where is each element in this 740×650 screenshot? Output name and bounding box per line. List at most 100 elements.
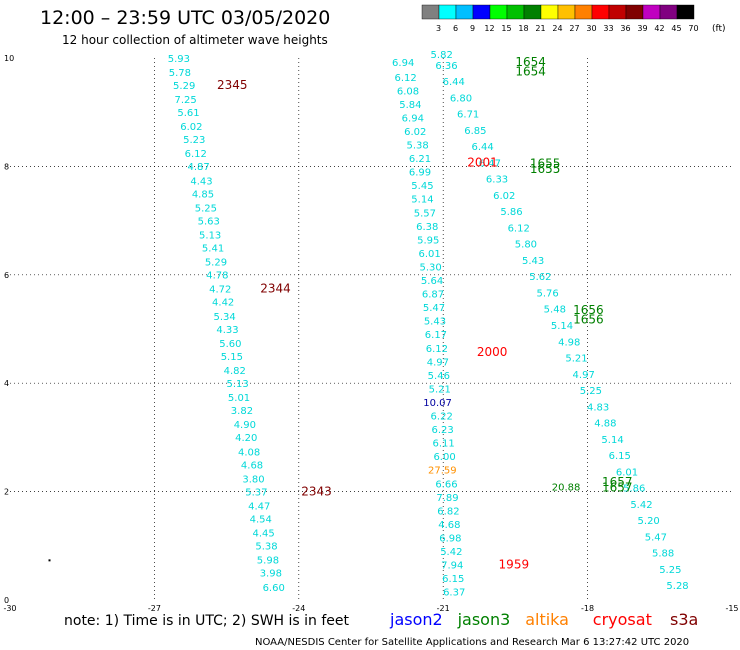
- data-point-s3a: 3.82: [231, 406, 253, 417]
- color-scale-swatch: [642, 4, 661, 20]
- time-label: 2001: [467, 155, 498, 169]
- data-point-s3a: 5.93: [168, 54, 190, 65]
- data-point-cryosat: 6.11: [432, 439, 454, 450]
- chart-title: 12:00 – 23:59 UTC 03/05/2020: [40, 7, 330, 29]
- data-point-s3a: 4.72: [209, 285, 231, 296]
- data-point-cryosat: 6.98: [439, 533, 461, 544]
- data-point-cryosat: 6.12: [394, 73, 416, 84]
- data-point-cryosat: 5.42: [440, 547, 462, 558]
- data-point-cryosat: 6.01: [419, 249, 441, 260]
- time-label: 1657: [602, 475, 633, 489]
- data-point-jason3: 5.82: [431, 50, 453, 61]
- color-scale-label: 18: [518, 24, 528, 33]
- data-point-cryosat: 5.84: [399, 100, 421, 111]
- data-point-jason3: 5.20: [638, 516, 660, 527]
- data-point-cryosat: 5.46: [428, 371, 450, 382]
- data-point-jason3: 6.44: [471, 142, 493, 153]
- color-scale-swatch: [676, 4, 695, 20]
- data-point-jason3: 6.36: [435, 61, 457, 72]
- color-scale-label: 15: [501, 24, 511, 33]
- data-point-cryosat: 6.87: [422, 290, 444, 301]
- mission-legend-item: jason3: [457, 610, 511, 629]
- footer-credit: NOAA/NESDIS Center for Satellite Applica…: [255, 637, 689, 648]
- data-point-s3a: 4.85: [192, 189, 214, 200]
- data-point-cryosat: 4.68: [438, 520, 460, 531]
- data-point-s3a: 4.43: [190, 176, 212, 187]
- data-point-s3a: 4.20: [235, 433, 257, 444]
- time-label: 2000: [477, 345, 508, 359]
- data-point-s3a: 5.29: [173, 81, 195, 92]
- data-point-cryosat: 6.66: [435, 479, 457, 490]
- data-point-jason3: 5.86: [500, 207, 522, 218]
- color-scale-swatch: [557, 4, 576, 20]
- time-label: 1656: [573, 303, 604, 317]
- color-scale-swatch: [625, 4, 644, 20]
- time-label: 1656: [573, 313, 604, 327]
- data-point-s3a: 6.60: [263, 583, 285, 594]
- data-point-jason3: 6.12: [508, 223, 530, 234]
- data-point-s3a: 5.61: [177, 108, 199, 119]
- data-point-cryosat: 5.95: [417, 235, 439, 246]
- color-scale-swatch: [489, 4, 508, 20]
- time-label: 1654: [515, 55, 546, 69]
- color-scale-swatch: [591, 4, 610, 20]
- color-scale-swatch: [608, 4, 627, 20]
- time-label: 1655: [530, 162, 561, 176]
- data-point-jason3: 5.14: [601, 435, 623, 446]
- color-scale-swatch: [506, 4, 525, 20]
- y-tick-label: 2: [4, 488, 9, 497]
- data-point-jason3: 5.28: [666, 581, 688, 592]
- time-label: 2344: [260, 282, 291, 296]
- time-label: 1654: [515, 64, 546, 78]
- x-tick-label: -18: [581, 604, 594, 613]
- data-point-s3a: 5.23: [183, 135, 205, 146]
- data-point-cryosat: 5.21: [429, 384, 451, 395]
- data-point-jason3: 6.47: [479, 158, 501, 169]
- mission-legend-item: s3a: [670, 610, 698, 629]
- color-scale-label: 70: [688, 24, 698, 33]
- color-scale-label: 42: [654, 24, 664, 33]
- data-point-cryosat: 10.07: [423, 398, 452, 409]
- data-point-cryosat: 6.00: [433, 452, 455, 463]
- data-point-s3a: 5.15: [221, 352, 243, 363]
- data-point-cryosat: 6.15: [442, 574, 464, 585]
- data-point-s3a: 6.12: [185, 149, 207, 160]
- data-point-cryosat: 6.94: [392, 58, 414, 69]
- data-point-jason3: 5.21: [565, 354, 587, 365]
- color-scale-label: 30: [586, 24, 596, 33]
- y-tick-label: 10: [4, 54, 14, 63]
- data-point-jason3: 5.14: [551, 321, 573, 332]
- x-tick-label: -24: [292, 604, 305, 613]
- data-point-s3a: 4.68: [241, 460, 263, 471]
- data-point-extra: 20.88: [552, 483, 581, 494]
- data-point-s3a: 5.25: [195, 203, 217, 214]
- color-scale-label: 39: [637, 24, 647, 33]
- color-scale-label: 27: [569, 24, 579, 33]
- data-point-jason3: 4.88: [594, 419, 616, 430]
- color-scale-swatch: [540, 4, 559, 20]
- data-point-s3a: 5.38: [255, 542, 277, 553]
- color-scale-swatch: [455, 4, 474, 20]
- data-point-s3a: 4.87: [187, 162, 209, 173]
- data-point-s3a: 4.33: [216, 325, 238, 336]
- mission-legend-item: jason2: [389, 610, 443, 629]
- data-point-cryosat: 6.08: [397, 86, 419, 97]
- data-point-cryosat: 5.47: [423, 303, 445, 314]
- data-point-jason3: 5.43: [522, 256, 544, 267]
- data-point-jason3: 6.33: [486, 175, 508, 186]
- color-scale-label: 3: [436, 24, 441, 33]
- data-point-jason3: 6.01: [616, 467, 638, 478]
- color-scale-swatch: [574, 4, 593, 20]
- color-scale-swatch: [438, 4, 457, 20]
- time-label: 2343: [301, 484, 332, 498]
- data-point-cryosat: 6.99: [409, 168, 431, 179]
- data-point-s3a: 5.60: [219, 339, 241, 350]
- data-point-jason3: 5.62: [529, 272, 551, 283]
- data-point-cryosat: 4.97: [427, 357, 449, 368]
- data-point-s3a: 4.78: [206, 271, 228, 282]
- data-point-s3a: 3.98: [260, 569, 282, 580]
- data-point-cryosat: 6.22: [431, 412, 453, 423]
- y-tick-label: 8: [4, 162, 9, 171]
- data-point-cryosat: 6.38: [416, 222, 438, 233]
- data-point-cryosat: 5.64: [421, 276, 443, 287]
